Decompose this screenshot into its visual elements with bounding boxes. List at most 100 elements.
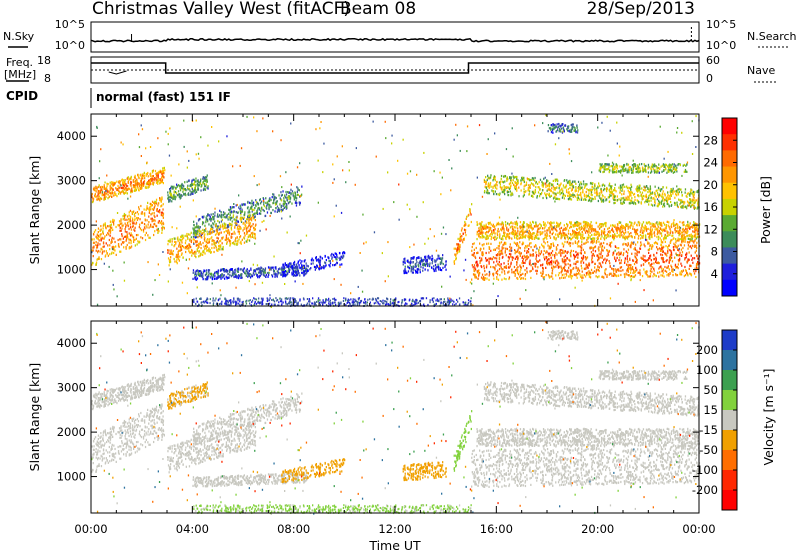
power-point bbox=[689, 272, 691, 275]
power-point bbox=[109, 184, 111, 187]
power-point bbox=[176, 183, 178, 186]
power-point bbox=[640, 256, 642, 259]
power-point bbox=[115, 187, 117, 190]
power-point bbox=[596, 254, 599, 257]
power-point bbox=[173, 195, 175, 199]
power-point bbox=[153, 233, 155, 237]
power-point bbox=[615, 226, 617, 229]
power-point bbox=[541, 264, 543, 267]
power-point bbox=[490, 236, 493, 239]
power-point bbox=[342, 255, 345, 258]
power-point bbox=[479, 249, 481, 252]
power-point bbox=[200, 178, 202, 181]
power-point bbox=[569, 241, 571, 244]
power-point bbox=[499, 253, 501, 256]
power-point bbox=[649, 235, 651, 238]
power-point bbox=[637, 271, 639, 274]
power-point bbox=[193, 188, 196, 191]
power-point bbox=[554, 257, 556, 260]
power-point bbox=[577, 253, 579, 256]
power-point bbox=[129, 183, 132, 186]
power-point bbox=[263, 271, 265, 274]
power-point bbox=[532, 268, 534, 271]
power-point bbox=[627, 235, 630, 238]
power-point bbox=[627, 270, 629, 273]
power-point bbox=[120, 243, 123, 246]
power-point bbox=[293, 274, 295, 277]
power-point bbox=[420, 256, 422, 260]
power-point bbox=[683, 223, 685, 226]
power-point bbox=[312, 259, 315, 262]
power-point bbox=[92, 241, 95, 244]
power-point bbox=[178, 195, 180, 198]
power-point bbox=[592, 260, 594, 263]
power-point bbox=[207, 276, 209, 279]
power-point bbox=[680, 262, 682, 265]
power-point bbox=[552, 254, 554, 257]
power-point bbox=[644, 260, 646, 263]
power-point bbox=[647, 248, 649, 252]
power-point bbox=[185, 194, 187, 197]
power-point bbox=[188, 187, 190, 190]
power-point bbox=[570, 255, 572, 258]
power-point bbox=[453, 262, 456, 265]
power-point bbox=[207, 185, 209, 188]
power-point bbox=[692, 261, 694, 264]
power-point bbox=[177, 255, 179, 258]
power-point bbox=[195, 189, 197, 192]
power-point bbox=[455, 257, 457, 260]
power-point bbox=[162, 225, 164, 228]
power-point bbox=[635, 231, 638, 234]
power-point bbox=[610, 234, 612, 238]
power-point bbox=[227, 237, 229, 240]
power-point bbox=[92, 261, 94, 264]
power-point bbox=[675, 222, 677, 226]
power-point bbox=[185, 250, 187, 254]
power-point bbox=[567, 223, 569, 227]
power-point bbox=[130, 220, 132, 223]
power-point bbox=[625, 223, 627, 226]
power-point bbox=[240, 276, 242, 279]
power-point bbox=[175, 241, 177, 244]
power-point bbox=[611, 241, 613, 244]
power-point bbox=[160, 171, 162, 174]
power-point bbox=[239, 210, 242, 213]
power-point bbox=[672, 234, 674, 237]
power-point bbox=[416, 261, 418, 264]
power-point bbox=[519, 265, 522, 268]
power-point bbox=[142, 212, 144, 215]
power-point bbox=[506, 233, 508, 236]
power-point bbox=[560, 254, 562, 257]
power-point bbox=[276, 200, 278, 203]
power-point bbox=[581, 276, 583, 279]
power-point bbox=[461, 239, 463, 242]
power-point bbox=[217, 247, 219, 250]
power-point bbox=[509, 243, 511, 246]
power-point bbox=[169, 200, 171, 203]
power-point bbox=[277, 207, 280, 210]
power-point bbox=[527, 256, 530, 259]
power-point bbox=[122, 181, 124, 184]
power-point bbox=[551, 275, 553, 278]
power-point bbox=[297, 260, 299, 263]
freq-right-tick-low: 0 bbox=[706, 72, 713, 85]
power-point bbox=[562, 261, 564, 264]
power-point bbox=[677, 263, 679, 266]
power-point bbox=[416, 270, 419, 273]
power-point bbox=[481, 257, 483, 260]
power-point bbox=[522, 258, 524, 261]
power-point bbox=[325, 264, 327, 267]
power-point bbox=[613, 234, 615, 237]
power-point bbox=[172, 253, 174, 256]
power-point bbox=[221, 242, 223, 245]
power-point bbox=[213, 246, 215, 249]
power-point bbox=[204, 247, 206, 250]
power-point bbox=[527, 251, 530, 254]
power-point bbox=[605, 222, 607, 225]
power-point bbox=[582, 261, 585, 264]
power-point bbox=[589, 276, 592, 279]
power-point bbox=[97, 191, 99, 194]
power-point bbox=[484, 232, 486, 235]
power-point bbox=[307, 265, 309, 268]
power-point bbox=[527, 235, 529, 238]
